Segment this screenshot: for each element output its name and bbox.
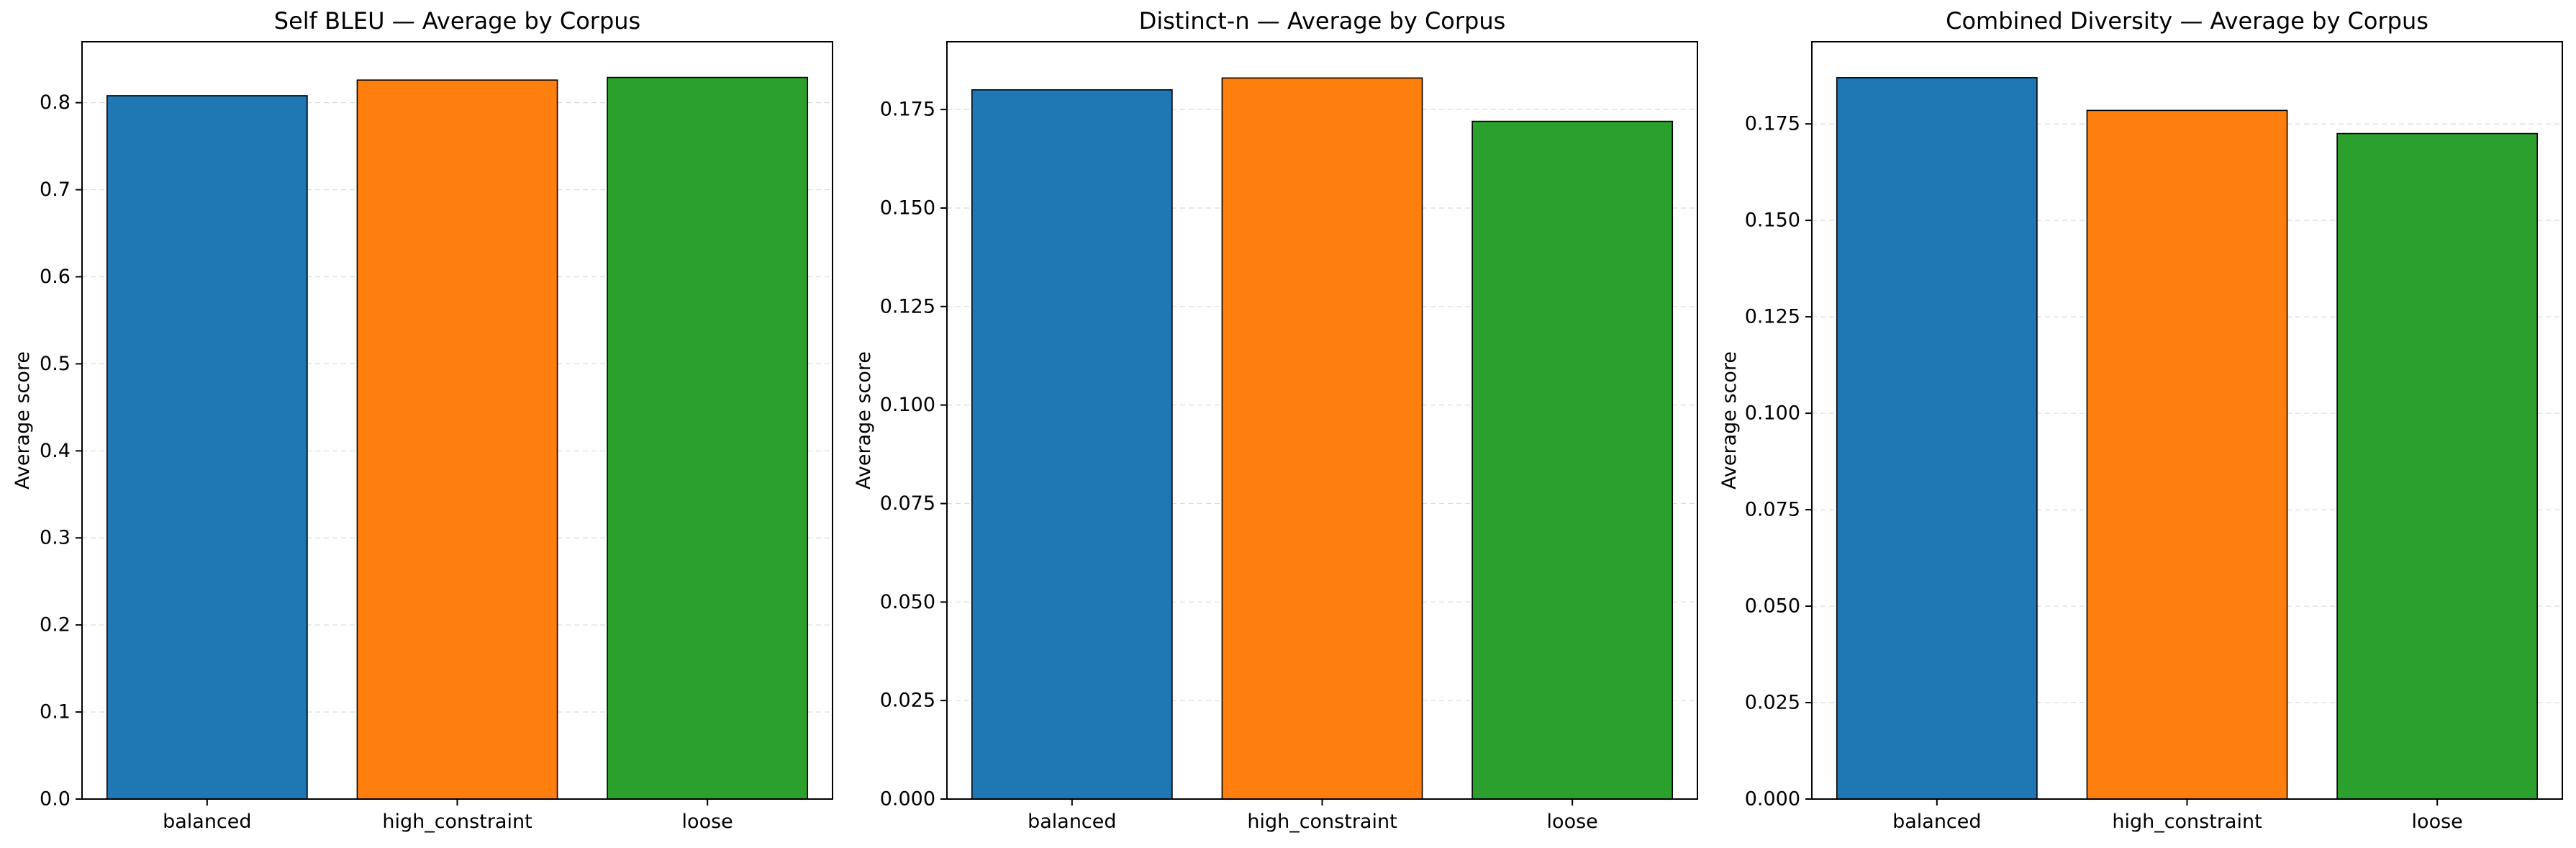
bar-balanced: [1836, 77, 2038, 800]
y-tick-label: 0.8: [40, 91, 71, 114]
y-tick-label: 0.050: [880, 591, 935, 613]
y-tick-label: 0.7: [40, 179, 71, 201]
y-tick-label: 0.5: [40, 353, 71, 375]
y-tick-label: 0.050: [1745, 595, 1800, 618]
y-tick-label: 0.6: [40, 266, 71, 288]
y-tick-label: 0.125: [880, 295, 935, 317]
chart-title: Distinct-n — Average by Corpus: [1139, 7, 1506, 35]
y-tick-label: 0.025: [1745, 692, 1800, 714]
bar-balanced: [106, 95, 308, 800]
chart-panel-3: 0.000 0.025 0.050 0.075 0.100 0.125 0.150 0.175…: [1718, 7, 2563, 833]
x-tick-label: high_constraint: [2112, 811, 2262, 833]
y-tick-label: 0.3: [40, 527, 71, 549]
y-tick-label: 0.100: [1745, 402, 1800, 425]
bar-loose: [607, 76, 809, 800]
y-axis-label: Average score: [853, 351, 875, 490]
chart-panel-1: 0.0 0.1 0.2 0.3 0.4 0.5 0.6 0.7 0.8 balanced high_…: [12, 7, 833, 833]
chart-title: Combined Diversity — Average by Corpus: [1946, 7, 2428, 35]
bar-high_constraint: [2086, 109, 2288, 800]
y-tick-label: 0.150: [1745, 209, 1800, 232]
x-tick-label: balanced: [1892, 811, 1981, 833]
y-tick-label: 0.175: [880, 99, 935, 121]
bar-loose: [2336, 132, 2539, 800]
x-tick-label: loose: [2412, 811, 2463, 833]
bar-high_constraint: [356, 79, 558, 800]
bar-balanced: [971, 89, 1173, 800]
y-tick-label: 0.075: [880, 492, 935, 515]
y-tick-label: 0.000: [1745, 788, 1800, 811]
y-tick-label: 0.4: [40, 440, 71, 462]
y-tick-label: 0.150: [880, 197, 935, 219]
x-tick-label: balanced: [1028, 811, 1116, 833]
chart-panel-2: 0.000 0.025 0.050 0.075 0.100 0.125 0.150 0.175…: [853, 7, 1698, 833]
chart-title: Self BLEU — Average by Corpus: [274, 7, 640, 35]
y-axis-label: Average score: [12, 351, 34, 490]
x-tick-label: loose: [682, 811, 733, 833]
bar-high_constraint: [1221, 77, 1423, 800]
y-tick-label: 0.175: [1745, 113, 1800, 135]
y-tick-label: 0.125: [1745, 306, 1800, 328]
x-tick-label: high_constraint: [382, 811, 532, 833]
y-tick-label: 0.100: [880, 394, 935, 416]
y-tick-label: 0.000: [880, 788, 935, 811]
x-tick-label: loose: [1547, 811, 1598, 833]
y-tick-label: 0.025: [880, 690, 935, 712]
y-tick-label: 0.075: [1745, 499, 1800, 521]
y-axis-label: Average score: [1718, 351, 1741, 490]
bar-loose: [1471, 120, 1674, 800]
x-tick-label: high_constraint: [1247, 811, 1397, 833]
y-tick-label: 0.0: [40, 788, 71, 811]
x-tick-label: balanced: [163, 811, 251, 833]
y-tick-label: 0.2: [40, 614, 71, 636]
y-tick-label: 0.1: [40, 701, 71, 723]
